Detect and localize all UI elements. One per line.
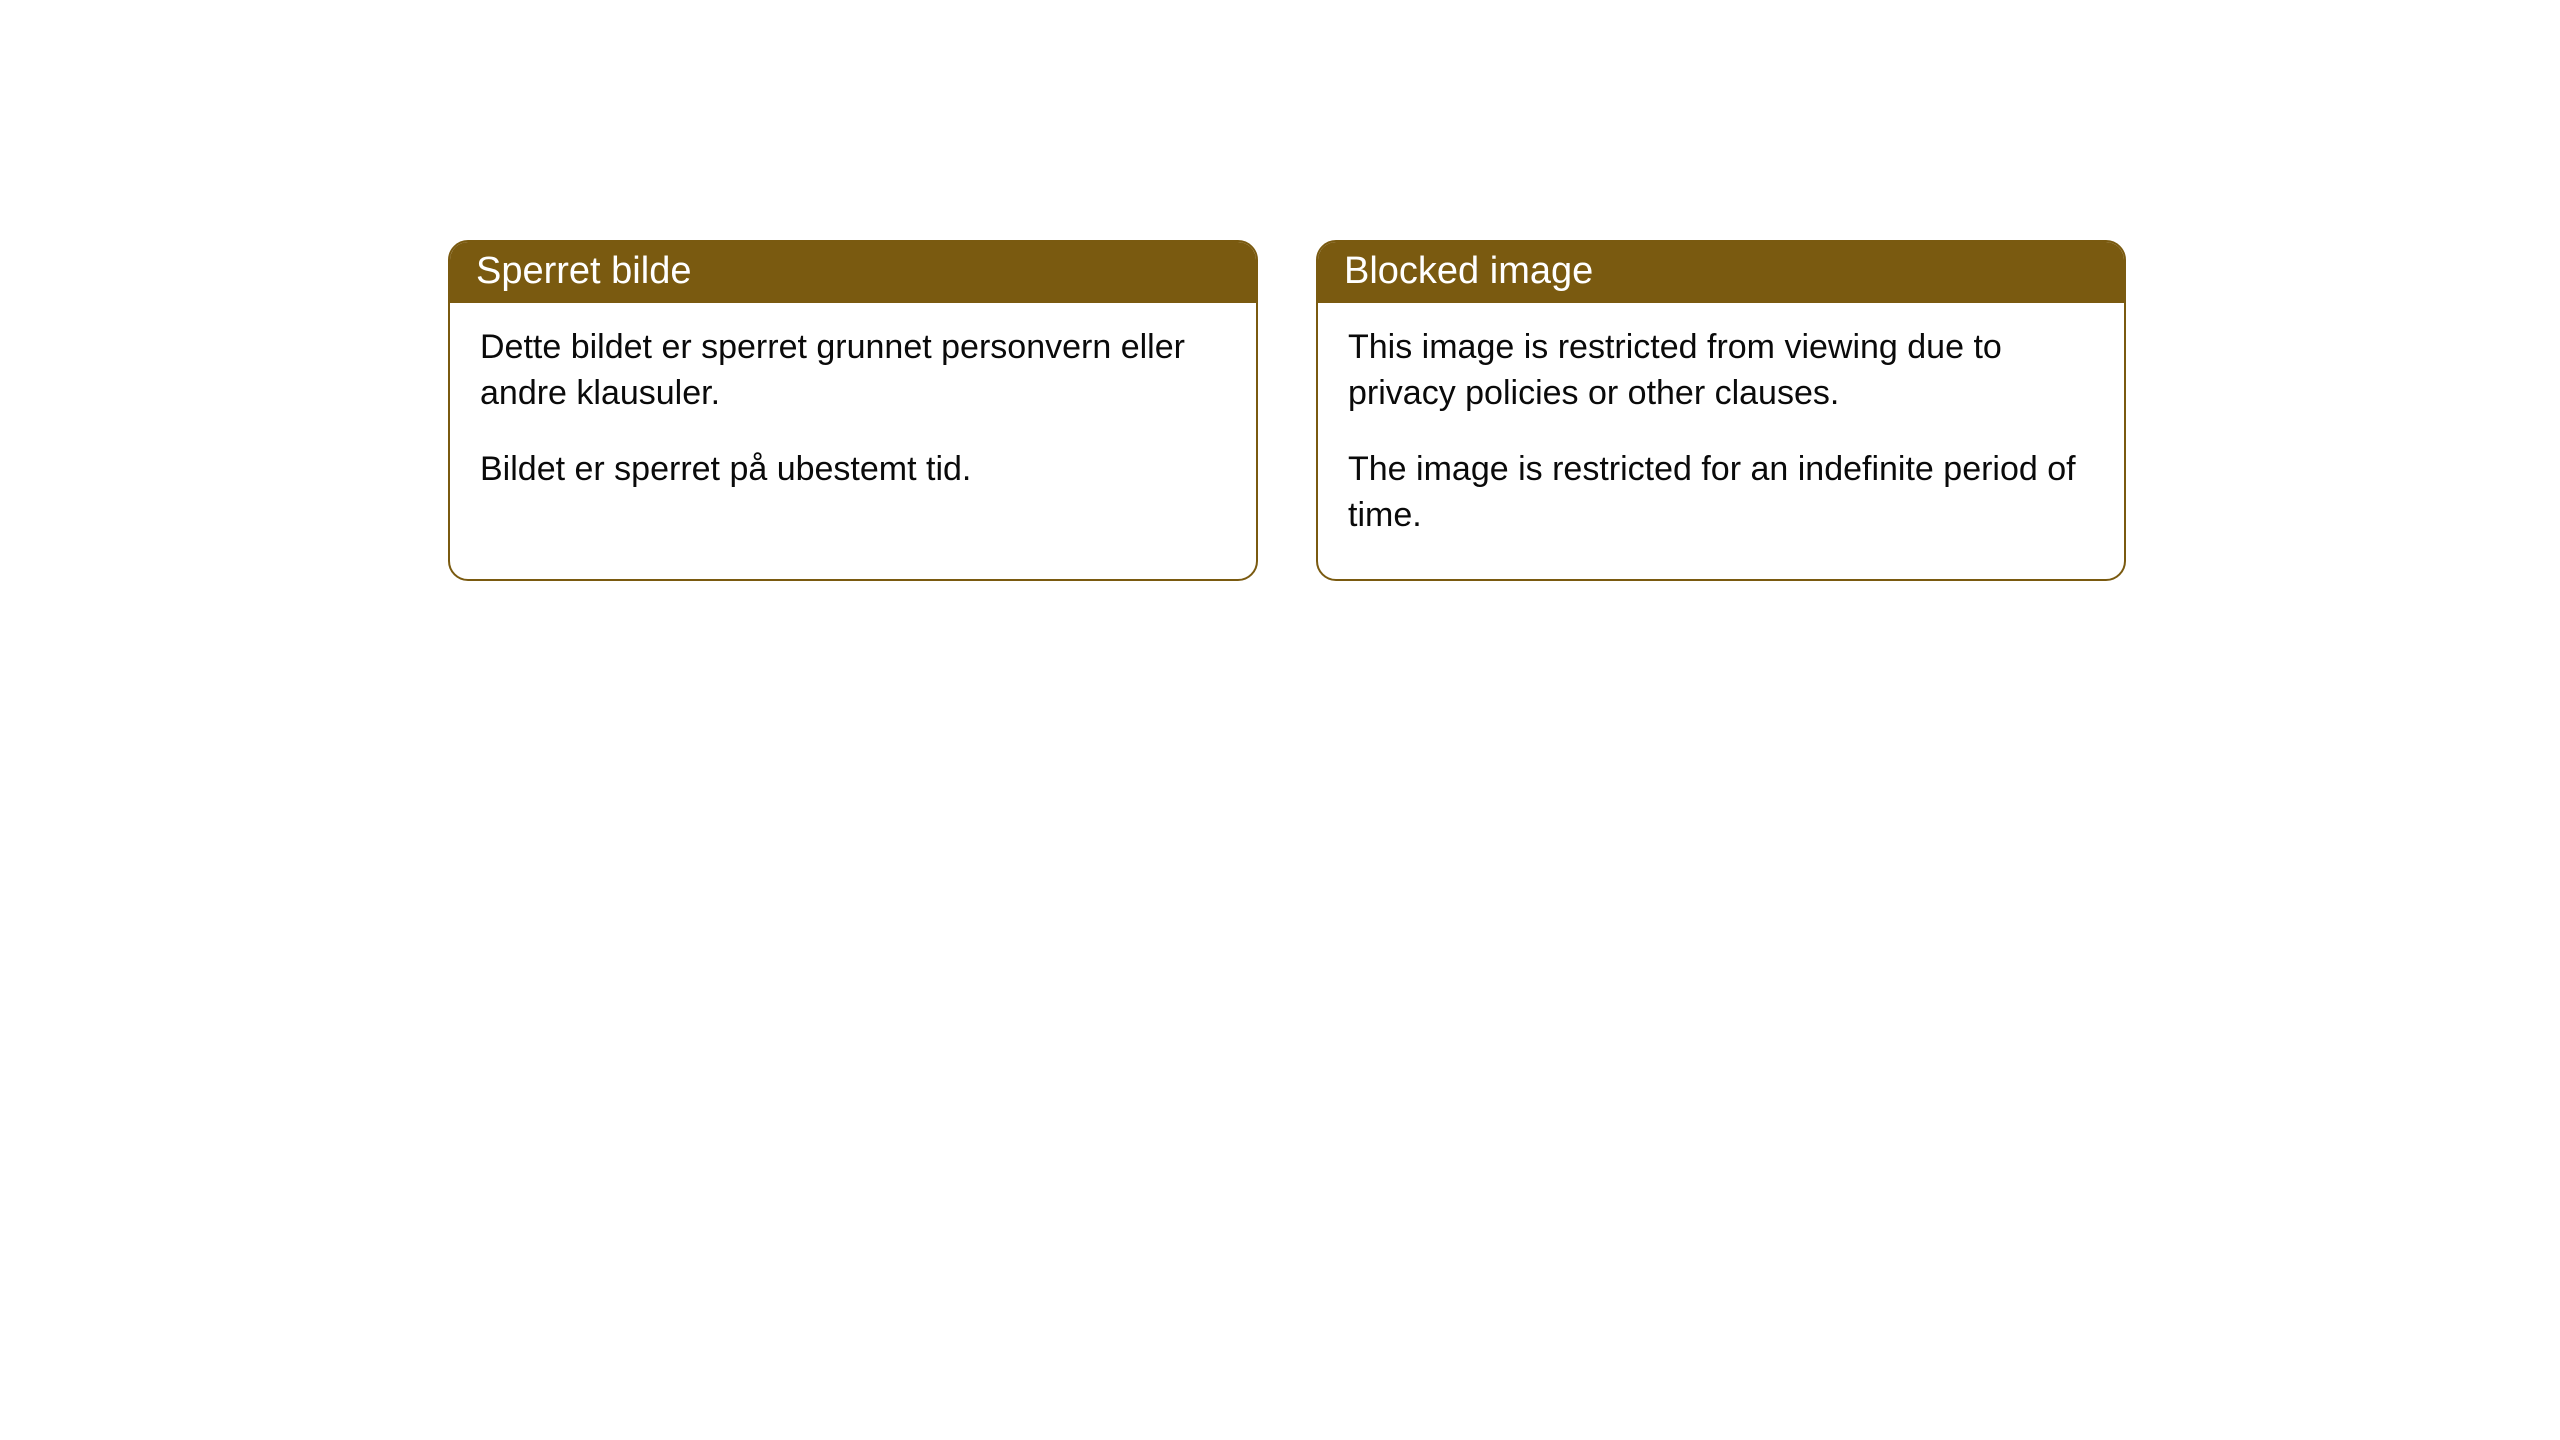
card-norwegian: Sperret bilde Dette bildet er sperret gr… (448, 240, 1258, 581)
card-body: Dette bildet er sperret grunnet personve… (450, 303, 1256, 533)
card-header: Sperret bilde (450, 242, 1256, 303)
card-paragraph: Bildet er sperret på ubestemt tid. (480, 447, 1226, 493)
card-paragraph: The image is restricted for an indefinit… (1348, 447, 2094, 539)
card-body: This image is restricted from viewing du… (1318, 303, 2124, 579)
card-paragraph: This image is restricted from viewing du… (1348, 325, 2094, 417)
card-english: Blocked image This image is restricted f… (1316, 240, 2126, 581)
card-title: Sperret bilde (476, 250, 691, 292)
cards-container: Sperret bilde Dette bildet er sperret gr… (0, 0, 2560, 581)
card-title: Blocked image (1344, 250, 1593, 292)
card-paragraph: Dette bildet er sperret grunnet personve… (480, 325, 1226, 417)
card-header: Blocked image (1318, 242, 2124, 303)
